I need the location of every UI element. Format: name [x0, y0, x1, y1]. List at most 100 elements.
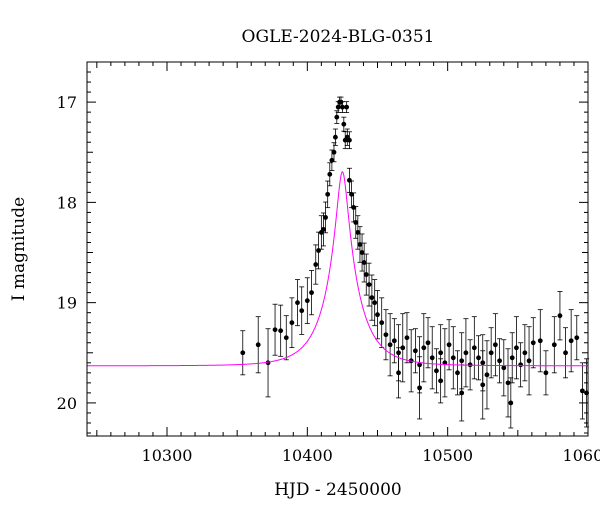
data-point [417, 362, 422, 368]
data-point [309, 290, 314, 296]
y-axis-label: I magnitude [9, 197, 29, 301]
data-point [325, 191, 331, 197]
data-point [272, 327, 278, 333]
data-point [316, 248, 321, 253]
y-tick-label: 20 [57, 394, 77, 413]
data-point [335, 104, 341, 110]
data-point [240, 350, 246, 356]
data-point [530, 340, 536, 346]
data-point [332, 134, 338, 140]
data-point [347, 177, 352, 183]
data-point [484, 372, 490, 378]
data-point [387, 342, 393, 348]
data-point [366, 282, 372, 287]
y-tick-label: 17 [57, 93, 77, 112]
x-tick-label: 10400 [282, 446, 333, 465]
data-point [349, 191, 354, 197]
data-point [429, 355, 435, 361]
chart-title: OGLE-2024-BLG-0351 [242, 27, 435, 47]
data-point [383, 332, 389, 338]
data-point [574, 335, 580, 341]
data-point [295, 300, 300, 306]
data-point [425, 340, 431, 346]
data-point [255, 342, 261, 348]
data-point [450, 355, 456, 361]
data-point [563, 350, 568, 356]
data-point [283, 335, 289, 341]
data-point [361, 260, 367, 265]
data-point [522, 350, 528, 356]
data-point [455, 370, 460, 376]
data-point [355, 230, 361, 235]
data-point [359, 250, 365, 255]
data-point [463, 350, 469, 356]
data-point [289, 320, 295, 326]
data-point [417, 385, 422, 391]
axis-ticks [87, 61, 589, 436]
data-point [372, 300, 378, 306]
data-point [331, 149, 337, 155]
data-point [344, 104, 350, 110]
data-point [497, 358, 502, 364]
data-point [278, 328, 284, 334]
data-point [509, 355, 515, 361]
data-point [396, 350, 401, 356]
data-point [480, 360, 486, 366]
data-point [551, 342, 557, 348]
data-point [338, 99, 344, 105]
data-point [400, 345, 406, 351]
data-point [369, 295, 375, 301]
data-point [537, 338, 543, 344]
data-point [446, 342, 452, 348]
data-point [488, 350, 494, 356]
data-point [412, 348, 418, 354]
data-point [492, 342, 498, 348]
error-bars [240, 96, 590, 429]
data-point [459, 358, 465, 364]
data-point [327, 171, 333, 177]
x-axis-label: HJD - 2450000 [274, 480, 402, 500]
data-point [421, 345, 427, 351]
y-tick-labels: 17 18 19 20 [57, 93, 77, 413]
data-point [363, 272, 369, 277]
data-point [334, 114, 340, 120]
data-point [526, 358, 532, 364]
y-tick-label: 19 [57, 294, 77, 313]
data-point [543, 370, 549, 376]
data-point [323, 215, 328, 220]
data-point [579, 388, 585, 394]
data-point [375, 312, 380, 318]
data-point [313, 262, 319, 267]
data-point [329, 157, 335, 163]
data-point [568, 338, 574, 344]
data-points [240, 99, 589, 406]
data-point [357, 242, 363, 247]
data-point [347, 137, 352, 143]
plot-frame [86, 61, 589, 437]
data-point [501, 365, 507, 371]
data-point [514, 345, 519, 351]
data-point [518, 362, 524, 368]
y-tick-label: 18 [57, 193, 77, 212]
data-point [353, 220, 359, 225]
data-point [304, 298, 310, 304]
x-tick-label: 10300 [142, 446, 193, 465]
x-tick-labels: 10300 10400 10500 10600 [142, 446, 600, 465]
data-point [391, 338, 397, 344]
data-point [471, 345, 477, 351]
data-point [505, 380, 511, 386]
data-point [438, 378, 444, 384]
data-point [379, 320, 385, 326]
data-point [438, 350, 444, 356]
data-point [508, 400, 514, 406]
data-point [341, 121, 347, 127]
data-point [459, 390, 465, 396]
data-point [404, 335, 410, 341]
model-curve [87, 170, 588, 367]
data-point [557, 313, 563, 319]
data-point [340, 104, 345, 110]
data-point [476, 355, 481, 361]
data-point [351, 204, 357, 210]
data-point [396, 370, 401, 376]
